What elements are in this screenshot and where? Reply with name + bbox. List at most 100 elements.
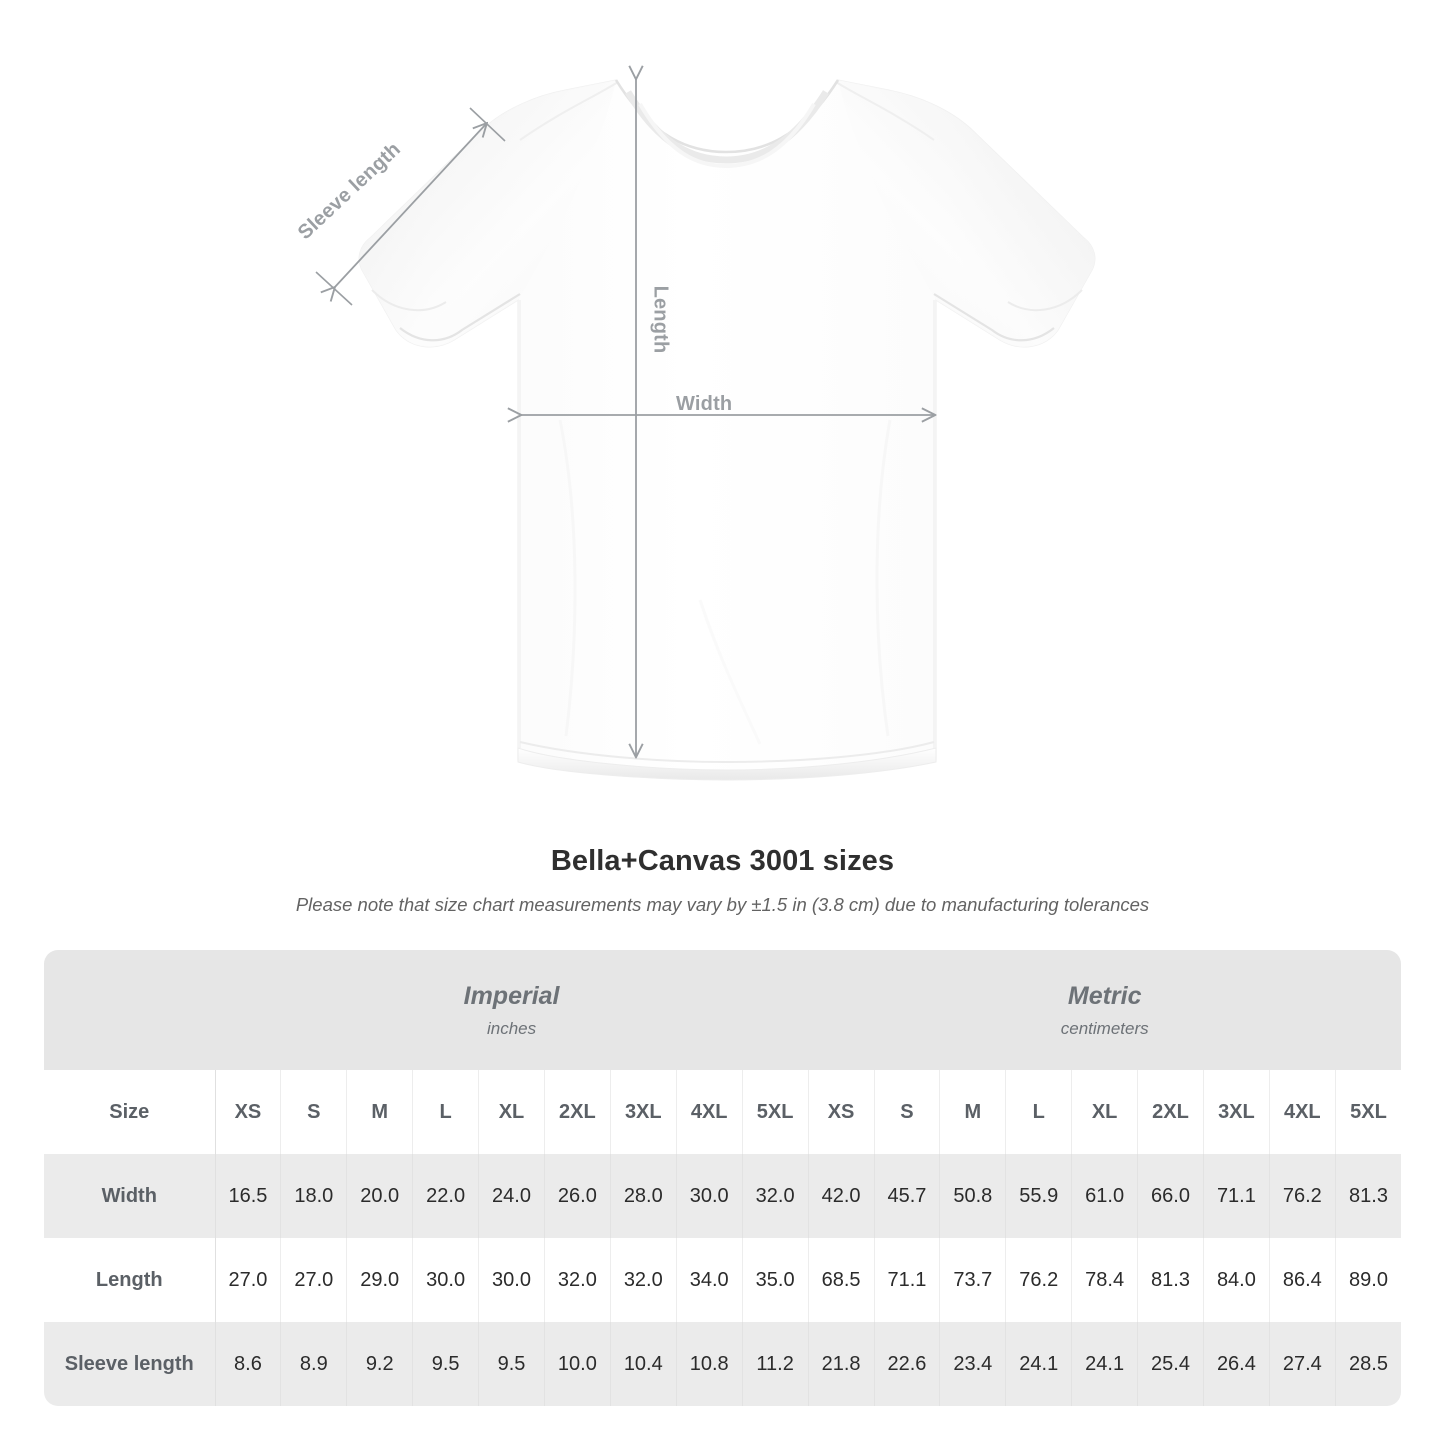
measurement-cell: 35.0 — [742, 1238, 809, 1322]
measurement-cell: 55.9 — [1005, 1154, 1073, 1238]
measurement-cell: 23.4 — [939, 1322, 1007, 1406]
title-block: Bella+Canvas 3001 sizes Please note that… — [0, 845, 1445, 916]
measurement-cell: 27.4 — [1269, 1322, 1336, 1406]
measurement-cell: 22.0 — [412, 1154, 480, 1238]
measurement-cell: 30.0 — [412, 1238, 480, 1322]
measurement-cell: 86.4 — [1269, 1238, 1336, 1322]
measurement-cell: 28.5 — [1335, 1322, 1401, 1406]
measurement-cell: 73.7 — [939, 1238, 1007, 1322]
garment-diagram: Sleeve length Length Width — [294, 0, 1096, 781]
measurement-cell: 26.4 — [1203, 1322, 1270, 1406]
measurement-cell: 21.8 — [808, 1322, 875, 1406]
size-header-cell: 2XL — [544, 1070, 611, 1154]
size-chart-table-wrapper: Imperial inches Metric centimeters Size … — [44, 950, 1401, 1406]
measurement-cell: 27.0 — [215, 1238, 282, 1322]
measurement-cell: 30.0 — [478, 1238, 545, 1322]
measurement-cell: 42.0 — [808, 1154, 875, 1238]
size-header-cell: 4XL — [1269, 1070, 1336, 1154]
measurement-cell: 24.1 — [1005, 1322, 1073, 1406]
unit-header-spacer — [44, 950, 215, 1070]
table-row: Length 27.0 27.0 29.0 30.0 30.0 32.0 32.0 34.0 35… — [44, 1238, 1401, 1322]
size-header-cell: 5XL — [1335, 1070, 1401, 1154]
size-header-cell: M — [346, 1070, 414, 1154]
size-header-cell: XS — [808, 1070, 875, 1154]
unit-header-metric: Metric centimeters — [808, 950, 1401, 1070]
measurement-cell: 76.2 — [1005, 1238, 1073, 1322]
size-header-label: Size — [44, 1070, 216, 1154]
measurement-cell: 68.5 — [808, 1238, 875, 1322]
measurement-cell: 24.0 — [478, 1154, 545, 1238]
measurement-cell: 32.0 — [610, 1238, 677, 1322]
measurement-cell: 9.2 — [346, 1322, 414, 1406]
measurement-cell: 8.6 — [215, 1322, 282, 1406]
size-header-cell: S — [280, 1070, 348, 1154]
measurement-arrows — [315, 78, 934, 756]
measurement-cell: 26.0 — [544, 1154, 611, 1238]
measurement-cell: 9.5 — [412, 1322, 480, 1406]
measurement-cell: 8.9 — [280, 1322, 348, 1406]
sleeve-tick-lower — [315, 271, 353, 306]
size-chart-body: Width 16.5 18.0 20.0 22.0 24.0 26.0 28.0 30.0 32.… — [44, 1154, 1401, 1406]
measurement-cell: 30.0 — [676, 1154, 743, 1238]
measurement-cell: 28.0 — [610, 1154, 677, 1238]
size-header-cell: 5XL — [742, 1070, 809, 1154]
measurement-cell: 20.0 — [346, 1154, 414, 1238]
size-header-cell: M — [939, 1070, 1007, 1154]
length-label: Length — [649, 285, 672, 354]
measurement-cell: 11.2 — [742, 1322, 809, 1406]
measurement-cell: 27.0 — [280, 1238, 348, 1322]
unit-header-imperial: Imperial inches — [215, 950, 809, 1070]
unit-sub-imperial: inches — [486, 1018, 537, 1038]
shirt-body — [358, 79, 1096, 781]
measurement-cell: 9.5 — [478, 1322, 545, 1406]
size-chart-table: Imperial inches Metric centimeters Size … — [44, 950, 1401, 1406]
measurement-cell: 22.6 — [874, 1322, 941, 1406]
table-row: Sleeve length 8.6 8.9 9.2 9.5 9.5 10.0 10.4 10.8… — [44, 1322, 1401, 1406]
measurement-cell: 16.5 — [215, 1154, 282, 1238]
size-header-cell: 4XL — [676, 1070, 743, 1154]
size-header-cell: XL — [1071, 1070, 1139, 1154]
measurement-cell: 71.1 — [874, 1238, 941, 1322]
sleeve-tick-upper — [469, 107, 506, 142]
size-header-cell: XS — [215, 1070, 282, 1154]
measurement-cell: 25.4 — [1137, 1322, 1204, 1406]
measurement-cell: 24.1 — [1071, 1322, 1139, 1406]
row-label-length: Length — [44, 1238, 216, 1322]
row-label-sleeve-length: Sleeve length — [44, 1322, 216, 1406]
size-header-cell: 3XL — [1203, 1070, 1270, 1154]
unit-header-row: Imperial inches Metric centimeters — [44, 950, 1401, 1070]
width-label: Width — [676, 393, 733, 415]
measurement-cell: 32.0 — [544, 1238, 611, 1322]
measurement-cell: 89.0 — [1335, 1238, 1401, 1322]
tshirt-illustration — [315, 0, 1096, 781]
unit-name-imperial: Imperial — [463, 982, 560, 1011]
size-header-cell: S — [874, 1070, 941, 1154]
measurement-cell: 10.4 — [610, 1322, 677, 1406]
page-title: Bella+Canvas 3001 sizes — [550, 845, 895, 877]
size-header-row: Size XS S M L XL 2XL 3XL 4XL 5XL XS S M L XL 2XL 3XL 4XL… — [44, 1070, 1401, 1154]
measurement-cell: 32.0 — [742, 1154, 809, 1238]
sleeve-length-arrow — [334, 124, 486, 288]
measurement-cell: 10.0 — [544, 1322, 611, 1406]
measurement-cell: 18.0 — [280, 1154, 348, 1238]
size-header-cell: 2XL — [1137, 1070, 1204, 1154]
measurement-cell: 45.7 — [874, 1154, 941, 1238]
measurement-cell: 78.4 — [1071, 1238, 1139, 1322]
measurement-cell: 81.3 — [1335, 1154, 1401, 1238]
measurement-cell: 61.0 — [1071, 1154, 1139, 1238]
unit-name-metric: Metric — [1067, 982, 1142, 1011]
measurement-cell: 71.1 — [1203, 1154, 1270, 1238]
measurement-cell: 84.0 — [1203, 1238, 1270, 1322]
measurement-cell: 10.8 — [676, 1322, 743, 1406]
measurement-cell: 81.3 — [1137, 1238, 1204, 1322]
measurement-cell: 50.8 — [939, 1154, 1007, 1238]
measurement-cell: 66.0 — [1137, 1154, 1204, 1238]
measurement-cell: 29.0 — [346, 1238, 414, 1322]
measurement-cell: 76.2 — [1269, 1154, 1336, 1238]
unit-sub-metric: centimeters — [1060, 1018, 1149, 1038]
size-header-cell: L — [412, 1070, 480, 1154]
table-row: Width 16.5 18.0 20.0 22.0 24.0 26.0 28.0 30.0 32.… — [44, 1154, 1401, 1238]
size-header-cell: 3XL — [610, 1070, 677, 1154]
measurement-cell: 34.0 — [676, 1238, 743, 1322]
tolerance-note: Please note that size chart measurements… — [295, 894, 1150, 915]
